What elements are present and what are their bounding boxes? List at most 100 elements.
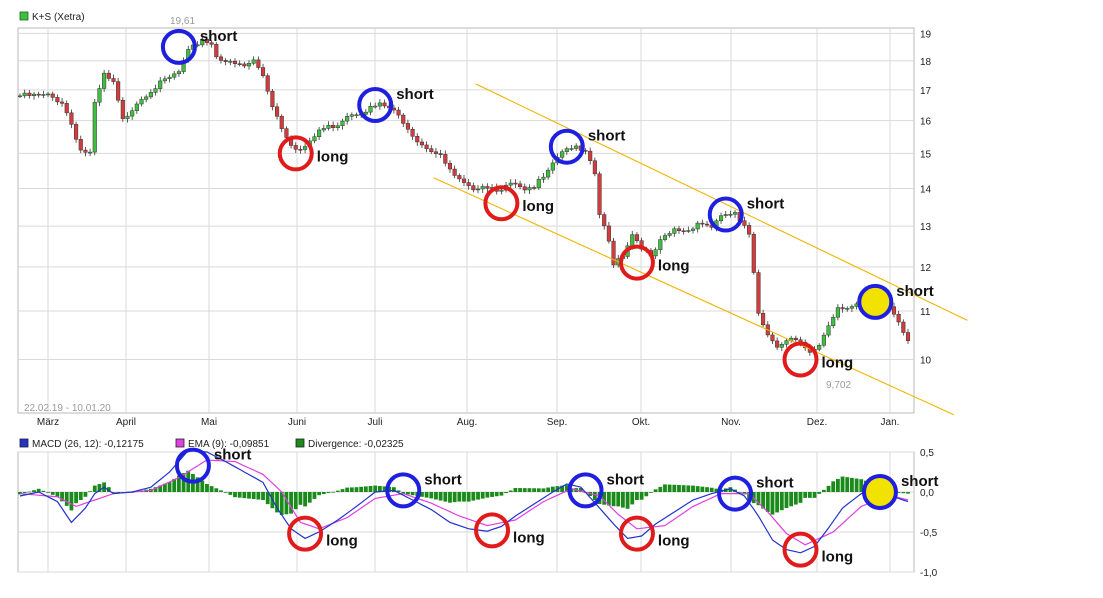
candle-body — [700, 222, 705, 225]
candle-body — [223, 60, 228, 62]
price-horizontal-grid — [18, 32, 914, 360]
divergence-bar — [382, 486, 387, 492]
divergence-bar — [756, 492, 761, 506]
candle-body — [125, 115, 130, 119]
blue-circle-marker — [567, 472, 604, 509]
divergence-bar — [611, 492, 616, 507]
divergence-bar — [761, 492, 766, 509]
candle-body — [466, 182, 471, 186]
long-signal-label: long — [522, 198, 554, 215]
divergence-legend-swatch — [295, 438, 305, 448]
macd-legend-swatch — [19, 438, 29, 448]
divergence-bar — [695, 486, 700, 492]
candle-body — [172, 73, 177, 78]
candle-body — [415, 136, 420, 143]
candle-body — [88, 151, 93, 154]
candle-body — [396, 109, 401, 116]
candle-body — [447, 163, 453, 170]
candle-body — [214, 44, 219, 58]
divergence-bar — [391, 487, 396, 492]
candle-body — [148, 92, 153, 98]
candle-body — [499, 189, 504, 192]
blue-circle-marker — [861, 474, 898, 510]
channel-line-lower — [433, 177, 955, 416]
candle-body — [541, 176, 546, 180]
ema-legend-swatch — [175, 438, 185, 448]
ema-legend-label: EMA (9): -0,09851 — [188, 439, 270, 450]
divergence-bar — [429, 492, 434, 499]
candle-body — [733, 212, 738, 215]
divergence-bar — [64, 492, 69, 506]
divergence-bar — [434, 492, 438, 500]
candle-body — [232, 60, 238, 64]
divergence-bar — [784, 492, 789, 508]
candle-body — [204, 39, 209, 43]
divergence-bar — [789, 492, 794, 507]
macd-y-tick-label: -1,0 — [920, 568, 938, 579]
divergence-bar — [644, 492, 649, 497]
divergence-bar — [158, 485, 163, 492]
short-signal-label: short — [901, 473, 939, 490]
divergence-bar — [340, 489, 345, 492]
candle-body — [574, 145, 579, 149]
divergence-bar — [560, 485, 565, 492]
divergence-bar — [92, 485, 97, 492]
divergence-bar — [840, 476, 845, 492]
divergence-bar — [621, 492, 625, 508]
candle-body — [742, 220, 747, 226]
divergence-bar — [209, 486, 214, 492]
long-signal-label: long — [822, 549, 854, 566]
divergence-bar — [368, 486, 373, 492]
divergence-bar — [214, 488, 219, 492]
candle-body — [896, 313, 901, 323]
high-value-label: 19,61 — [170, 16, 195, 27]
candle-body — [144, 96, 149, 100]
candle-body — [298, 148, 303, 151]
divergence-bar — [807, 492, 812, 498]
divergence-bar — [55, 492, 60, 497]
candle-body — [106, 72, 111, 79]
divergence-bar — [410, 492, 415, 496]
blue-circle-marker — [174, 447, 211, 484]
macd-y-tick-label: 0,0 — [920, 488, 934, 499]
candle-body — [36, 93, 41, 96]
candle-body — [349, 114, 354, 117]
long-signal-label: long — [822, 354, 854, 371]
divergence-bar — [485, 492, 490, 498]
candle-body — [64, 103, 69, 114]
divergence-bar — [363, 486, 368, 492]
candle-body — [569, 148, 574, 150]
candle-body — [50, 93, 55, 98]
short-signal-label: short — [200, 28, 238, 45]
divergence-bar — [606, 492, 611, 506]
candle-body — [176, 71, 181, 75]
candle-body — [457, 175, 462, 180]
divergence-bar — [714, 488, 719, 492]
divergence-bar — [663, 484, 667, 492]
month-tick-label: Sep. — [547, 417, 568, 428]
price-y-tick-label: 14 — [920, 184, 932, 195]
divergence-bar — [401, 492, 406, 494]
candle-body — [69, 112, 74, 125]
divergence-bar — [681, 485, 686, 492]
candle-body — [485, 186, 490, 189]
divergence-bar — [32, 490, 36, 492]
blue-circle-marker — [707, 196, 744, 233]
candle-body — [564, 148, 569, 152]
candle-body — [55, 97, 60, 103]
candle-body — [209, 42, 214, 45]
month-tick-label: Juli — [367, 417, 382, 428]
divergence-bar — [859, 479, 864, 492]
divergence-bar — [41, 490, 46, 492]
blue-circle-marker — [717, 475, 754, 512]
divergence-bar — [616, 492, 621, 507]
price-y-tick-label: 19 — [920, 29, 932, 40]
divergence-bar — [354, 487, 359, 492]
macd-legend-label: MACD (26, 12): -0,12175 — [32, 439, 144, 450]
price-vertical-grid — [47, 28, 891, 413]
divergence-bar — [854, 478, 859, 492]
candle-body — [606, 225, 611, 242]
macd-panel: 0,5 0,0 -0,5 -1,0 short long short long short lo… — [17, 438, 939, 579]
month-tick-label: März — [37, 417, 59, 428]
